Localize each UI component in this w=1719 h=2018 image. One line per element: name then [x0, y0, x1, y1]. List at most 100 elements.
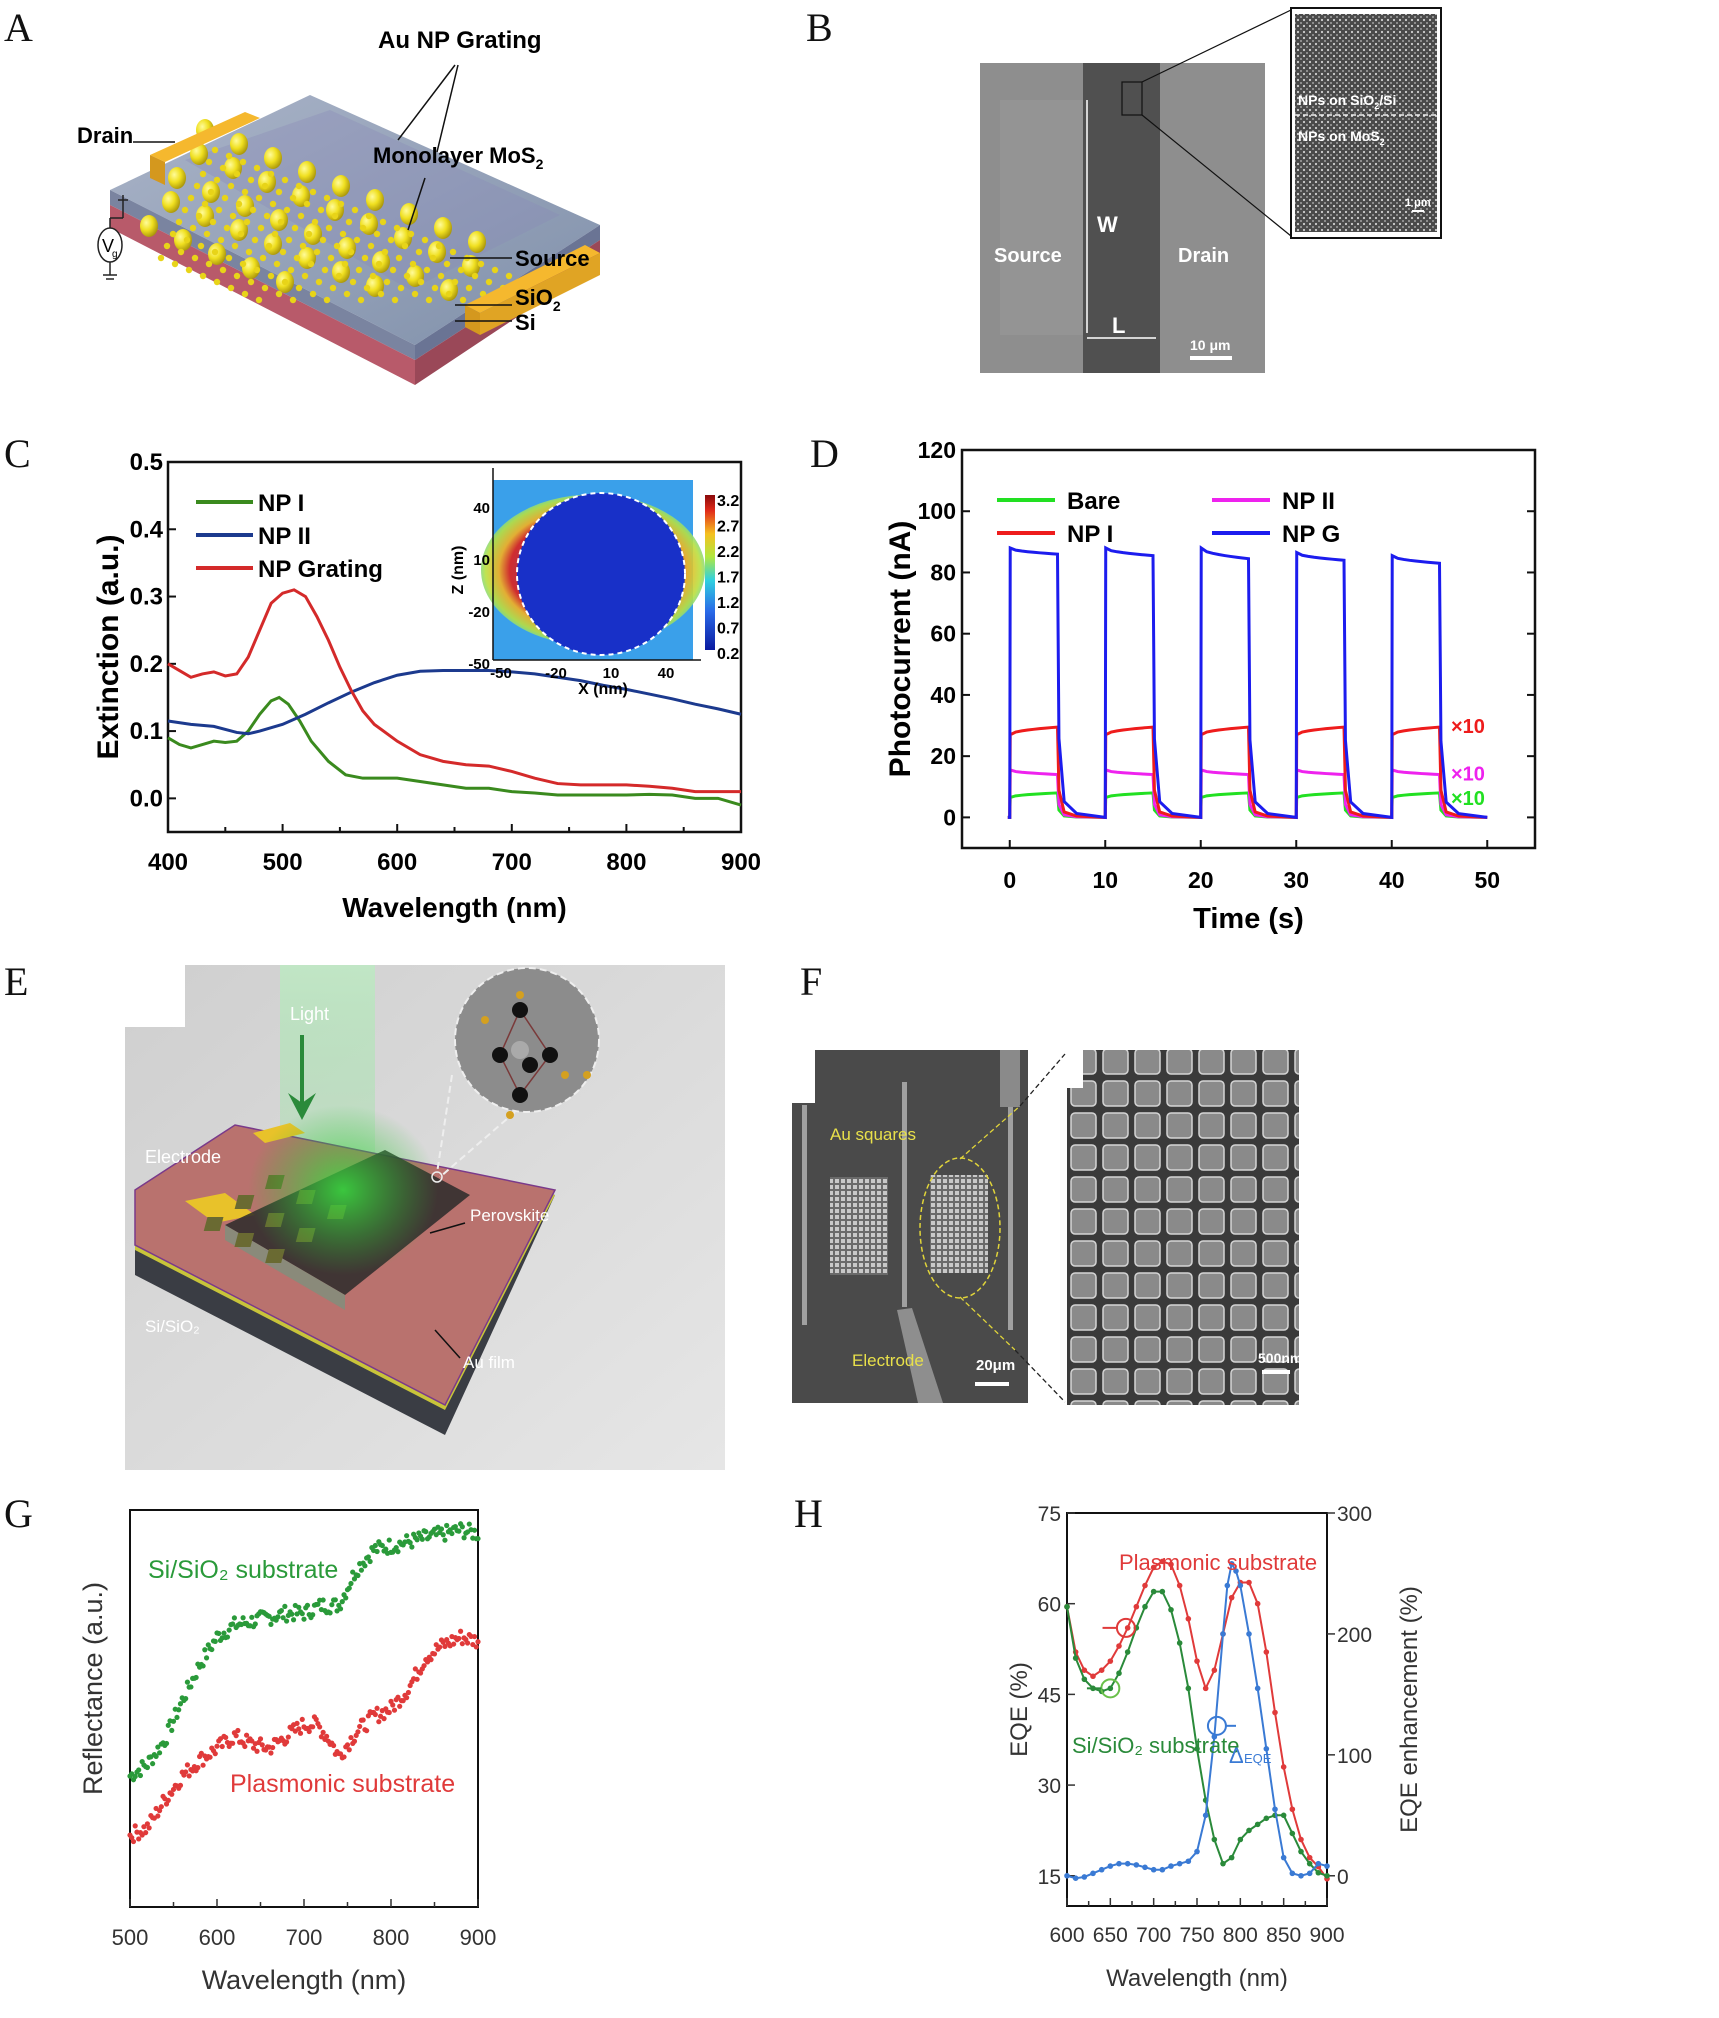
- data-point: [230, 1621, 236, 1627]
- y-tick-label: 75: [1038, 1503, 1061, 1526]
- data-point: [419, 1536, 425, 1542]
- data-point: [143, 1830, 149, 1836]
- data-point: [150, 1761, 156, 1767]
- data-point: [404, 1533, 410, 1539]
- data-point: [458, 1628, 464, 1634]
- data-point: [136, 1767, 142, 1773]
- data-point: [414, 1676, 420, 1682]
- data-point: [1298, 1848, 1304, 1855]
- au-nanoparticle: [338, 237, 356, 259]
- data-point: [444, 1522, 450, 1529]
- data-point: [344, 1742, 351, 1748]
- inset-x-tick-label: -20: [545, 665, 567, 682]
- electrode-label: Electrode: [852, 1351, 924, 1370]
- data-point: [1246, 1579, 1252, 1586]
- data-point: [1315, 1860, 1322, 1867]
- data-point: [299, 1611, 305, 1617]
- data-point: [297, 1730, 304, 1736]
- au-nanoparticle-small: [471, 272, 479, 280]
- au-np-grating-label: Au NP Grating: [378, 27, 542, 54]
- au-nanoparticle-small: [311, 218, 319, 226]
- au-nanoparticle-small: [253, 164, 261, 172]
- data-point: [1090, 1673, 1096, 1680]
- data-point: [1306, 1870, 1313, 1877]
- y-axis-label: Photocurrent (nA): [884, 521, 917, 778]
- data-point: [1289, 1830, 1296, 1837]
- data-point: [242, 1743, 248, 1750]
- au-nanoparticle-small: [225, 254, 233, 262]
- data-point: [290, 1617, 297, 1623]
- data-point: [203, 1655, 210, 1661]
- x-tick-label: 50: [1474, 867, 1500, 893]
- au-nanoparticle-small: [185, 266, 193, 274]
- data-point: [163, 1740, 170, 1747]
- y-tick-label: 40: [930, 682, 956, 708]
- data-point: [144, 1764, 150, 1771]
- data-point: [1176, 1640, 1183, 1646]
- data-point: [348, 1580, 354, 1587]
- y-tick-label: 20: [930, 743, 956, 769]
- data-point: [386, 1537, 392, 1543]
- data-point: [1298, 1836, 1304, 1843]
- data-point: [313, 1716, 319, 1722]
- au-nanoparticle-small: [299, 242, 307, 250]
- data-point: [1168, 1863, 1174, 1869]
- data-point: [346, 1585, 352, 1591]
- au-nanoparticle-small: [387, 236, 395, 244]
- au-nanoparticle-small: [219, 164, 227, 172]
- data-point: [188, 1684, 194, 1690]
- data-point: [362, 1563, 368, 1569]
- au-nanoparticle-small: [361, 254, 369, 262]
- data-point: [1133, 1862, 1140, 1868]
- data-point: [257, 1736, 264, 1742]
- molecule-icon: [481, 991, 591, 1119]
- light-label: Light: [290, 1004, 329, 1024]
- electrode-left: [185, 1193, 255, 1223]
- data-point: [252, 1621, 258, 1627]
- data-point: [1280, 1764, 1287, 1770]
- data-point: [451, 1641, 457, 1647]
- legend-label: NP I: [1067, 521, 1113, 548]
- au-nanoparticle-small: [329, 284, 337, 292]
- data-point: [226, 1627, 232, 1633]
- data-point: [132, 1773, 138, 1780]
- data-point: [177, 1701, 184, 1707]
- data-point: [383, 1546, 389, 1552]
- data-point: [249, 1738, 255, 1744]
- data-point: [1237, 1582, 1244, 1589]
- y-tick-label: 0.4: [130, 516, 164, 543]
- data-point: [391, 1707, 398, 1713]
- inset-x-tick-label: 10: [603, 665, 620, 682]
- data-point: [141, 1824, 147, 1830]
- data-point: [1263, 1815, 1270, 1822]
- data-point: [193, 1674, 199, 1681]
- au-nanoparticle-small: [319, 236, 327, 244]
- data-point: [1072, 1875, 1079, 1881]
- au-nanoparticle-small: [421, 236, 429, 244]
- y-tick-label: 60: [930, 621, 956, 647]
- chart-d-photocurrent: 0 10 20 30 40 50 0 20 40 60 80 100 120 Time (s) Photoc…: [884, 437, 1537, 935]
- data-point: [1263, 1649, 1270, 1655]
- x-axis-label: Wavelength (nm): [1106, 1965, 1288, 1992]
- left-axis-indicator-red: [1115, 1617, 1136, 1638]
- data-point: [421, 1663, 427, 1669]
- data-point: [200, 1663, 206, 1669]
- data-point: [177, 1782, 184, 1788]
- data-point: [169, 1791, 175, 1797]
- au-nanoparticle-small: [383, 278, 391, 286]
- data-point: [341, 1754, 347, 1760]
- au-nanoparticle-small: [193, 182, 201, 190]
- data-point: [1107, 1658, 1114, 1664]
- data-point: [1185, 1685, 1192, 1692]
- data-point: [440, 1532, 446, 1538]
- colorbar-tick-label: 0.2: [717, 646, 739, 663]
- au-nanoparticle-small: [491, 266, 499, 274]
- au-nanoparticle-small: [247, 176, 255, 184]
- scale-bar: [1190, 356, 1232, 360]
- data-point: [395, 1549, 401, 1555]
- au-nanoparticle-small: [305, 230, 313, 238]
- x-axis-label: Wavelength (nm): [342, 892, 567, 923]
- legend-label: NP Grating: [258, 556, 383, 583]
- data-point: [343, 1595, 349, 1601]
- au-nanoparticle-small: [259, 254, 267, 262]
